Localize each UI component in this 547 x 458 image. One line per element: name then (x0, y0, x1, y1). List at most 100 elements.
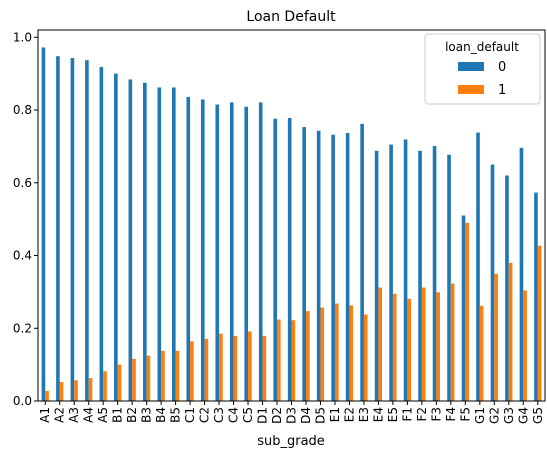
bar-0-C1 (186, 96, 191, 402)
bars-group (41, 47, 542, 402)
bar-1-B2 (132, 358, 136, 401)
x-tick-label-E4: E4 (371, 407, 385, 422)
bar-0-C3 (215, 104, 220, 401)
y-tick-label: 0.6 (13, 176, 32, 190)
x-tick-label-A1: A1 (38, 407, 52, 423)
bar-0-E3 (360, 123, 364, 401)
bar-1-F4 (450, 283, 455, 401)
x-tick-label-G3: G3 (502, 407, 516, 424)
bar-0-B2 (128, 79, 133, 401)
bar-0-C4 (229, 102, 234, 401)
bar-0-D5 (316, 130, 321, 401)
bar-0-B5 (171, 87, 176, 401)
bar-0-D4 (302, 127, 306, 402)
x-tick-label-E2: E2 (342, 407, 356, 422)
x-tick-label-F4: F4 (444, 407, 458, 422)
x-tick-label-E3: E3 (357, 407, 371, 422)
bar-1-A5 (103, 371, 107, 401)
bar-0-E5 (389, 144, 393, 401)
bar-0-C5 (244, 106, 249, 401)
x-tick-label-D2: D2 (270, 407, 284, 424)
bar-1-C1 (190, 341, 194, 401)
x-axis-label: sub_grade (257, 434, 325, 449)
bar-1-E1 (334, 303, 339, 401)
x-tick-label-C2: C2 (198, 407, 212, 423)
x-tick-label-F2: F2 (415, 407, 429, 422)
bar-1-B5 (175, 350, 180, 401)
bar-1-D3 (291, 320, 296, 401)
bar-0-A1 (41, 47, 46, 402)
x-tick-label-G2: G2 (487, 407, 501, 424)
bar-1-B4 (161, 350, 165, 401)
bar-0-G3 (505, 175, 509, 401)
bar-0-F4 (447, 154, 451, 401)
bar-1-G3 (508, 262, 513, 401)
bar-0-G5 (534, 192, 538, 401)
bar-1-E2 (349, 305, 354, 401)
x-tick-label-F3: F3 (429, 407, 443, 422)
x-tick-label-D3: D3 (285, 407, 299, 424)
x-tick-label-D5: D5 (313, 407, 327, 424)
x-tick-label-B4: B4 (154, 407, 168, 423)
bar-1-A2 (59, 382, 64, 401)
bar-1-C2 (204, 338, 209, 401)
bar-1-A4 (88, 378, 93, 401)
x-tick-label-A2: A2 (53, 407, 67, 423)
bar-0-A3 (70, 58, 75, 401)
x-tick-label-D4: D4 (299, 407, 313, 424)
legend-swatch-1 (458, 85, 484, 94)
bar-1-A3 (74, 380, 78, 401)
bar-1-B1 (117, 364, 122, 401)
x-tick-label-A3: A3 (67, 407, 81, 423)
bar-0-G4 (519, 147, 524, 401)
bar-0-F3 (432, 146, 437, 401)
legend-label-0: 0 (498, 60, 506, 75)
x-tick-label-E1: E1 (328, 407, 342, 422)
x-tick-label-C3: C3 (212, 407, 226, 423)
x-tick-label-E5: E5 (386, 407, 400, 422)
bar-1-D2 (277, 319, 281, 401)
y-tick-label: 1.0 (13, 30, 32, 44)
y-tick-label: 0.0 (13, 394, 32, 408)
bar-1-A1 (45, 390, 49, 401)
x-tick-label-B5: B5 (169, 407, 183, 423)
bar-1-C3 (219, 333, 223, 401)
y-tick-label: 0.4 (13, 249, 32, 263)
x-axis: A1 A2 A3 A4 A5 B1 B2 B3 B4 B5 C1 C2 C3 C4 C5 D1 D2 D3 D4 D5… (38, 401, 545, 424)
bar-1-G1 (479, 305, 484, 401)
x-tick-label-C4: C4 (227, 407, 241, 423)
bar-1-F3 (436, 292, 440, 401)
bar-1-E4 (378, 287, 383, 401)
bar-0-A5 (99, 67, 104, 401)
bar-1-E3 (363, 314, 368, 401)
bar-0-G1 (476, 132, 480, 401)
bar-0-F1 (403, 139, 408, 402)
legend-label-1: 1 (498, 83, 506, 98)
bar-0-F5 (461, 215, 466, 401)
x-tick-label-B1: B1 (111, 407, 125, 423)
bar-0-B3 (143, 82, 147, 402)
x-tick-label-D1: D1 (256, 407, 270, 424)
y-tick-label: 0.8 (13, 103, 32, 117)
legend-swatch-0 (458, 62, 484, 71)
chart-title: Loan Default (246, 9, 336, 25)
x-tick-label-C5: C5 (241, 407, 255, 423)
bar-1-C4 (233, 335, 238, 401)
x-tick-label-F1: F1 (400, 407, 414, 422)
legend: loan_default 0 1 (424, 33, 541, 105)
bar-1-F1 (407, 298, 412, 401)
x-tick-label-B3: B3 (140, 407, 154, 423)
bar-0-C2 (200, 99, 205, 401)
bar-1-F2 (421, 287, 426, 401)
bar-0-D3 (287, 118, 292, 402)
bar-1-D5 (320, 307, 325, 401)
bar-0-E1 (331, 134, 335, 401)
x-tick-label-G1: G1 (473, 407, 487, 424)
bar-0-D1 (258, 102, 263, 401)
bar-0-A4 (85, 60, 89, 401)
bar-0-B4 (157, 87, 162, 401)
bar-1-G5 (537, 245, 542, 401)
bar-1-D1 (262, 335, 267, 401)
y-tick-label: 0.2 (13, 321, 32, 335)
